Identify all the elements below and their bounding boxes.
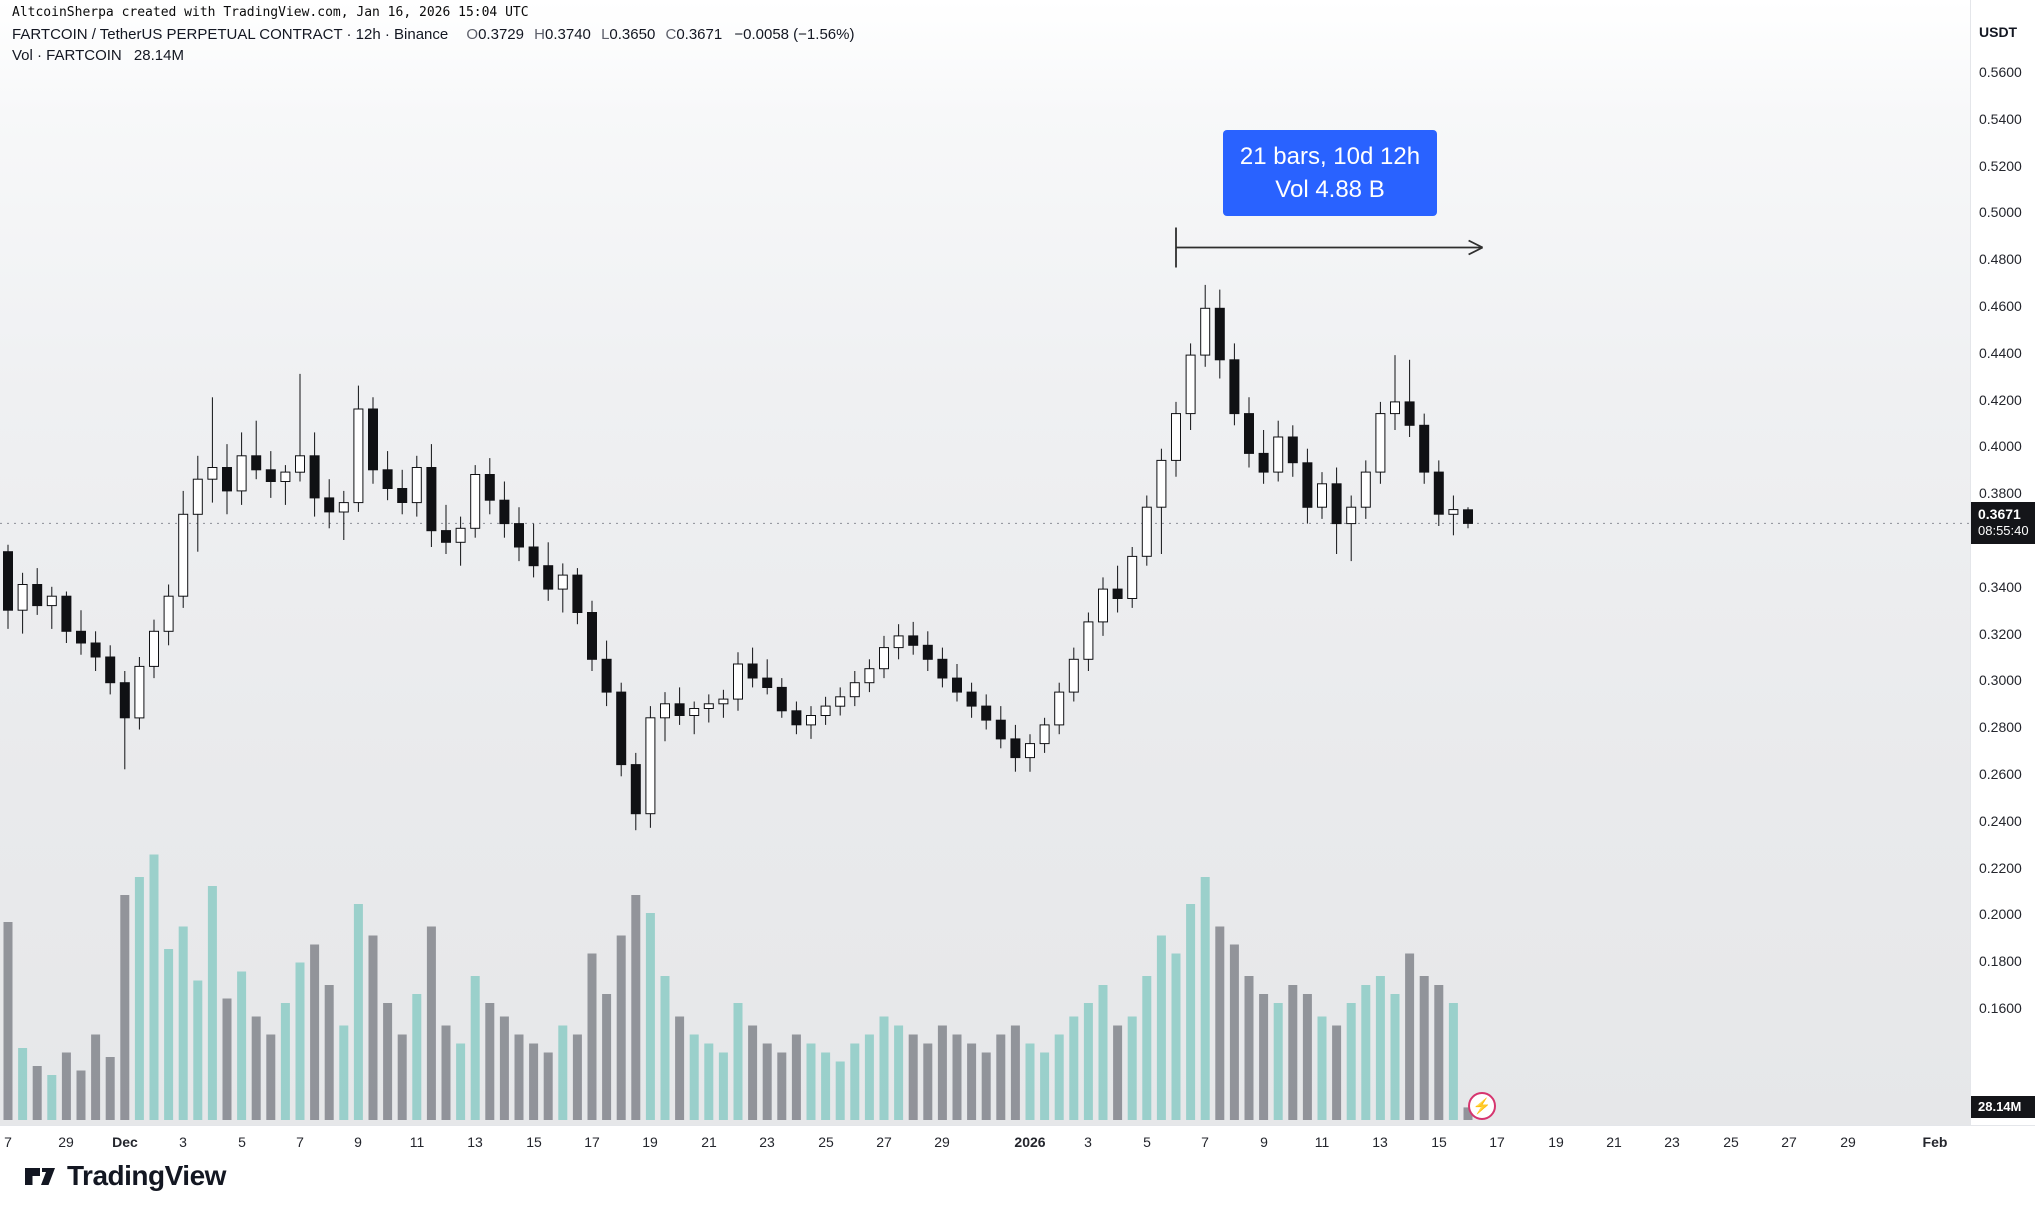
price-tick: 0.2200 xyxy=(1979,860,2022,876)
chart-legend: FARTCOIN / TetherUS PERPETUAL CONTRACT ·… xyxy=(12,26,854,64)
price-tick: 0.5000 xyxy=(1979,204,2022,220)
time-tick: 27 xyxy=(876,1134,892,1150)
time-tick: 7 xyxy=(296,1134,304,1150)
time-tick: 29 xyxy=(58,1134,74,1150)
time-tick: 29 xyxy=(934,1134,950,1150)
time-tick: 13 xyxy=(1372,1134,1388,1150)
price-tick: 0.4400 xyxy=(1979,345,2022,361)
price-axis-unit: USDT xyxy=(1979,24,2018,40)
time-tick: 13 xyxy=(467,1134,483,1150)
price-tick: 0.5400 xyxy=(1979,111,2022,127)
price-tick: 0.3200 xyxy=(1979,626,2022,642)
time-tick: 11 xyxy=(1314,1134,1330,1150)
time-tick: 17 xyxy=(584,1134,600,1150)
volume-indicator-label[interactable]: Vol · FARTCOIN xyxy=(12,47,122,64)
measure-tool[interactable] xyxy=(1175,227,1484,268)
volume-bars xyxy=(3,854,1473,1120)
candlestick-chart[interactable] xyxy=(0,0,1971,1125)
time-tick: 7 xyxy=(1201,1134,1209,1150)
time-tick: 21 xyxy=(701,1134,717,1150)
last-price-badge: 0.3671 08:55:40 xyxy=(1971,502,2035,544)
time-tick: 2026 xyxy=(1014,1134,1046,1150)
time-tick: 11 xyxy=(409,1134,425,1150)
price-tick: 0.3000 xyxy=(1979,672,2022,688)
tradingview-logo[interactable]: TradingView xyxy=(22,1158,226,1194)
time-axis[interactable]: 7 29 Dec 3 5 7 9 11 13 15 17 19 21 23 25 27 29 2026 3 5 7 9 11… xyxy=(0,1125,2035,1164)
time-tick: 17 xyxy=(1489,1134,1505,1150)
time-tick: 3 xyxy=(1084,1134,1092,1150)
time-tick: Feb xyxy=(1922,1134,1948,1150)
ohlc-open: O0.3729 xyxy=(466,26,524,43)
lightning-icon[interactable]: ⚡ xyxy=(1468,1092,1496,1120)
time-tick: 7 xyxy=(4,1134,12,1150)
chart-plot-area[interactable]: FARTCOIN / TetherUS PERPETUAL CONTRACT ·… xyxy=(0,0,1971,1125)
time-tick: 29 xyxy=(1840,1134,1856,1150)
price-tick: 0.4800 xyxy=(1979,251,2022,267)
time-tick: 19 xyxy=(642,1134,658,1150)
volume-badge: 28.14M xyxy=(1971,1096,2035,1118)
time-tick: 25 xyxy=(818,1134,834,1150)
price-tick: 0.1600 xyxy=(1979,1000,2022,1016)
price-tick: 0.4200 xyxy=(1979,392,2022,408)
price-tick: 0.4000 xyxy=(1979,438,2022,454)
time-tick: 25 xyxy=(1723,1134,1739,1150)
price-tick: 0.2800 xyxy=(1979,719,2022,735)
price-tick: 0.5600 xyxy=(1979,64,2022,80)
time-tick: 15 xyxy=(526,1134,542,1150)
time-tick: 27 xyxy=(1781,1134,1797,1150)
time-tick: 9 xyxy=(1260,1134,1268,1150)
symbol-title[interactable]: FARTCOIN / TetherUS PERPETUAL CONTRACT ·… xyxy=(12,26,449,43)
time-tick: 3 xyxy=(179,1134,187,1150)
price-tick: 0.2400 xyxy=(1979,813,2022,829)
price-tick: 0.5200 xyxy=(1979,158,2022,174)
price-tick: 0.3400 xyxy=(1979,579,2022,595)
price-axis[interactable]: USDT 0.3671 08:55:40 28.14M 0.5600 0.5400… xyxy=(1970,0,2035,1125)
measure-label[interactable]: 21 bars, 10d 12h Vol 4.88 B xyxy=(1223,130,1437,216)
time-tick: 19 xyxy=(1548,1134,1564,1150)
price-tick: 0.4600 xyxy=(1979,298,2022,314)
time-tick: 5 xyxy=(1143,1134,1151,1150)
ohlc-low: L0.3650 xyxy=(601,26,656,43)
bar-countdown: 08:55:40 xyxy=(1978,523,2029,538)
price-tick: 0.3800 xyxy=(1979,485,2022,501)
attribution-text: AltcoinSherpa created with TradingView.c… xyxy=(12,5,529,20)
candles xyxy=(3,284,1473,831)
price-change: −0.0058 (−1.56%) xyxy=(734,26,855,43)
time-tick: 21 xyxy=(1606,1134,1622,1150)
ohlc-close: C0.3671 xyxy=(665,26,723,43)
price-tick: 0.2000 xyxy=(1979,906,2022,922)
measure-label-line1: 21 bars, 10d 12h xyxy=(1239,143,1421,170)
time-tick: 9 xyxy=(354,1134,362,1150)
time-tick: 15 xyxy=(1431,1134,1447,1150)
measure-label-line2: Vol 4.88 B xyxy=(1275,176,1385,203)
price-tick: 0.1800 xyxy=(1979,953,2022,969)
tradingview-wordmark: TradingView xyxy=(67,1160,226,1191)
last-price-value: 0.3671 xyxy=(1978,506,2021,522)
legend-volume-row: Vol · FARTCOIN 28.14M xyxy=(12,47,854,64)
time-tick: Dec xyxy=(112,1134,138,1150)
time-tick: 23 xyxy=(1664,1134,1680,1150)
volume-indicator-value: 28.14M xyxy=(133,47,184,64)
time-tick: 5 xyxy=(238,1134,246,1150)
time-tick: 23 xyxy=(759,1134,775,1150)
legend-symbol-row: FARTCOIN / TetherUS PERPETUAL CONTRACT ·… xyxy=(12,26,854,43)
tradingview-icon xyxy=(25,1168,55,1185)
price-tick: 0.2600 xyxy=(1979,766,2022,782)
ohlc-high: H0.3740 xyxy=(534,26,591,43)
